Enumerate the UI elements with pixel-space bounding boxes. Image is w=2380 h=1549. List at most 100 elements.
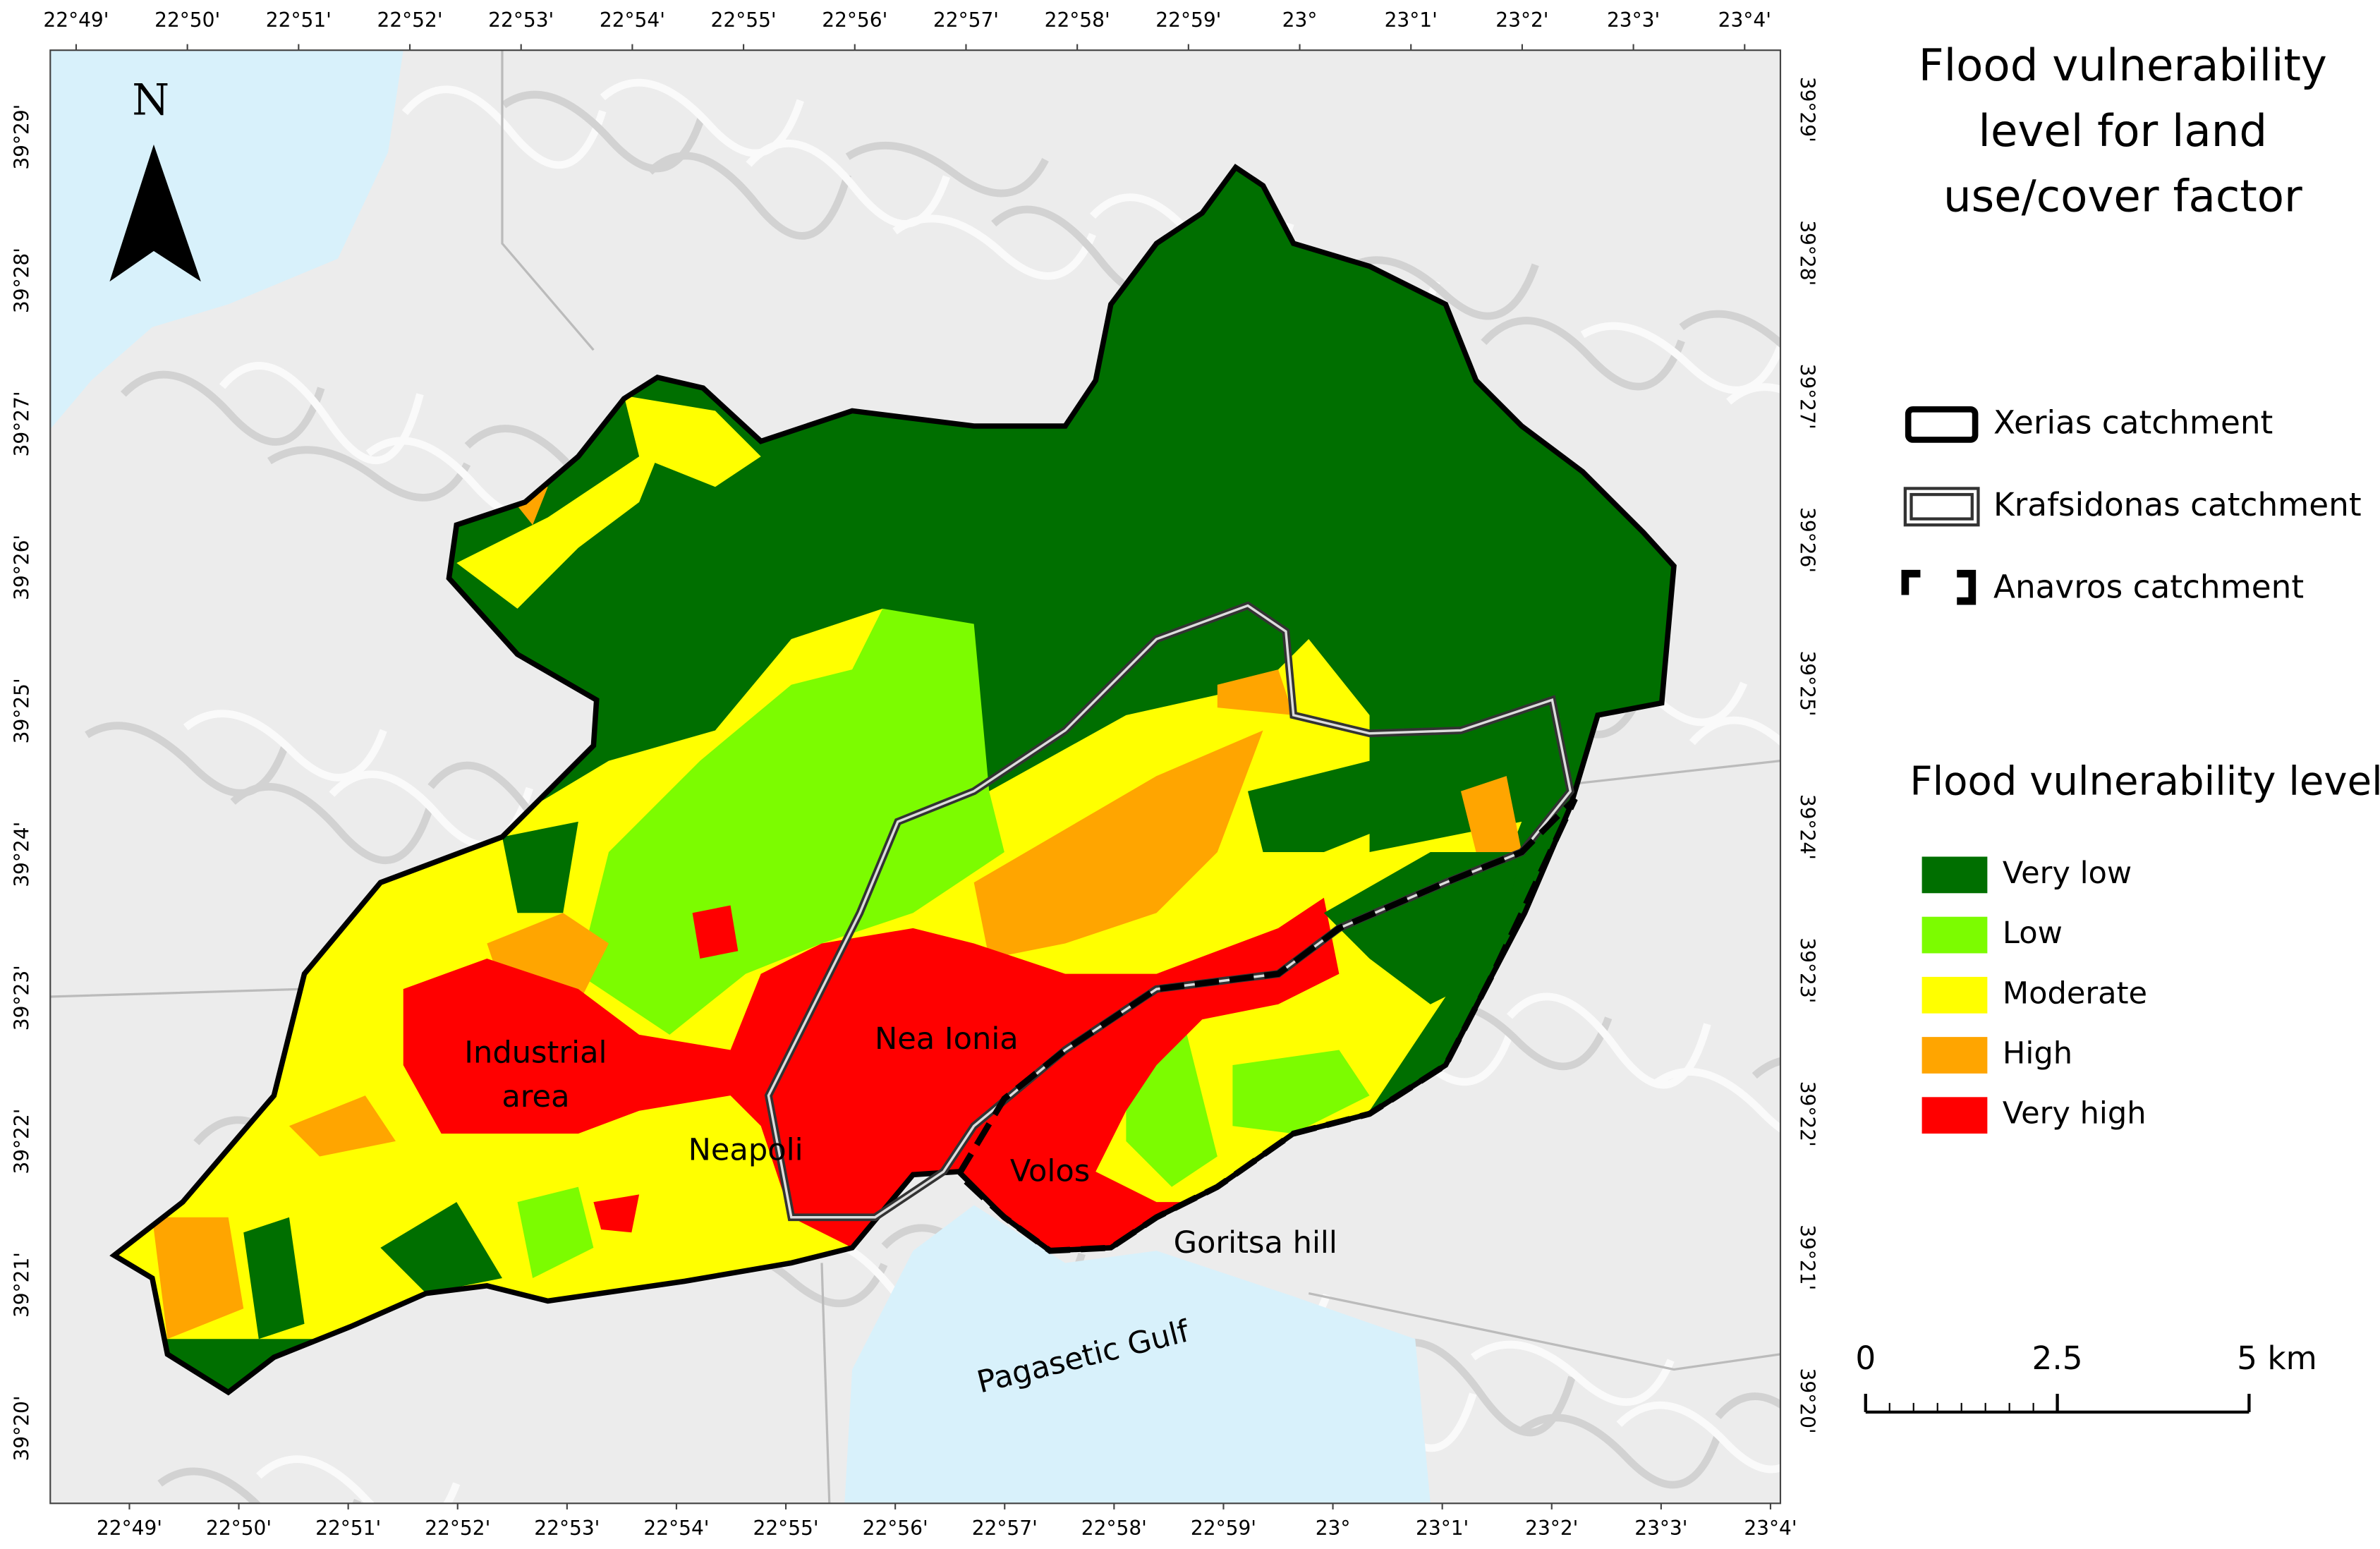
title-line: use/cover factor: [1943, 171, 2302, 222]
hill-ridge: [600, 78, 804, 157]
legend-swatch: [1921, 1037, 1988, 1074]
land-use-patch: [973, 730, 1263, 959]
hill-ridge: [219, 362, 424, 464]
longitude-label-bottom: 22°52': [425, 1517, 490, 1540]
longitude-label-top: 23°1': [1385, 8, 1438, 32]
xerias-symbol: [1905, 406, 1979, 443]
longitude-label-bottom: 22°58': [1081, 1517, 1147, 1540]
hill-ridge: [120, 370, 325, 446]
legend-swatch: [1921, 916, 1988, 954]
longitude-label-top: 22°57': [933, 8, 999, 32]
longitude-label-bottom: 22°50': [206, 1517, 272, 1540]
longitude-label-top: 22°56': [822, 8, 887, 32]
hill-ridge: [1616, 1401, 1780, 1474]
scale-label: 2.5: [2032, 1340, 2083, 1377]
longitude-label-top: 22°50': [154, 8, 220, 32]
title-line: Flood vulnerability: [1919, 40, 2327, 91]
anavros-symbol: [1901, 569, 1977, 605]
legend-label: Low: [2003, 916, 2063, 951]
place-label: Volos: [1010, 1154, 1090, 1189]
legend-swatch: [1921, 856, 1988, 894]
land-use-patch: [1460, 776, 1522, 853]
longitude-label-top: 23°2': [1495, 8, 1548, 32]
longitude-label-top: 23°4': [1718, 8, 1771, 32]
land-use-patch: [624, 395, 761, 487]
longitude-label-bottom: 23°1': [1416, 1517, 1469, 1540]
legend-label: Moderate: [2003, 976, 2147, 1011]
longitude-label-top: 22°54': [600, 8, 665, 32]
hill-ridge: [1481, 317, 1685, 391]
longitude-label-bottom: 23°4': [1744, 1517, 1797, 1540]
place-label: Industrial: [464, 1035, 607, 1070]
hill-ridge: [1679, 310, 1780, 348]
hill-ridge: [1580, 322, 1780, 394]
longitude-label-top: 22°51': [266, 8, 332, 32]
map-labels: N Industrial area Nea Ionia Neapoli Volos Gori…: [109, 75, 1337, 1400]
hill-ridge: [256, 1455, 461, 1504]
legend-title: Flood vulnerability level: [1910, 759, 2380, 805]
scale-label: 5 km: [2237, 1340, 2317, 1377]
land-use-patch: [1247, 760, 1400, 853]
latitude-label-right: 39°22': [1796, 1081, 1819, 1147]
latitude-label-right: 39°29': [1796, 77, 1819, 142]
land-use-patch: [517, 1186, 594, 1279]
latitude-label-right: 39°20': [1796, 1368, 1819, 1434]
legend-label: High: [2003, 1035, 2072, 1071]
hill-ridge: [1506, 992, 1711, 1089]
graticule-ticks: 22°49' 22°49' 22°50' 22°50' 22°51' 22°51' 22°5…: [10, 8, 1819, 1540]
longitude-label-top: 22°58': [1045, 8, 1110, 32]
north-arrow: [109, 144, 201, 282]
latitude-label-left: 39°26': [10, 535, 33, 600]
longitude-label-bottom: 22°59': [1191, 1517, 1256, 1540]
pagasetic-gulf: [844, 1205, 1431, 1504]
legend-label: Very high: [2003, 1096, 2147, 1131]
longitude-label-top: 23°: [1282, 8, 1318, 32]
longitude-label-bottom: 22°54': [643, 1517, 709, 1540]
hill-ridge: [267, 446, 471, 502]
land-use-patch: [593, 1194, 640, 1233]
latitude-label-right: 39°27': [1796, 364, 1819, 430]
legend-swatch: [1921, 1097, 1988, 1134]
hill-ridge: [1335, 256, 1539, 320]
place-label: area: [502, 1079, 569, 1114]
hill-ridge: [85, 722, 289, 797]
land-use-patch: [578, 608, 1004, 1035]
hill-ridge: [502, 90, 705, 173]
anavros-boundary: [954, 796, 1578, 1254]
title-line: level for land: [1979, 105, 2268, 157]
longitude-label-bottom: 23°: [1316, 1517, 1351, 1540]
longitude-label-bottom: 22°56': [863, 1517, 928, 1540]
land-use-patch: [1232, 1050, 1370, 1134]
land-use-patch: [403, 897, 1340, 1263]
latitude-label-left: 39°24': [10, 822, 33, 887]
place-label: Nea Ionia: [875, 1021, 1019, 1057]
krafsidonas-boundary-inner: [767, 604, 1572, 1219]
hill-ridge: [1689, 716, 1780, 746]
longitude-label-top: 23°3': [1607, 8, 1660, 32]
latitude-label-left: 39°21': [10, 1252, 33, 1318]
longitude-label-top: 22°53': [488, 8, 554, 32]
legend: Flood vulnerability level for land use/cov…: [1855, 40, 2380, 1414]
land-use-patch: [152, 1217, 244, 1340]
latitude-label-right: 39°26': [1796, 507, 1819, 573]
road-lines: [50, 50, 1780, 1504]
longitude-label-bottom: 22°55': [753, 1517, 819, 1540]
latitude-label-left: 39°23': [10, 965, 33, 1031]
latitude-label-right: 39°24': [1796, 794, 1819, 860]
hill-ridge: [157, 1467, 362, 1504]
land-use-patch: [289, 1095, 396, 1157]
longitude-label-top: 22°52': [377, 8, 442, 32]
catchment-label: Anavros catchment: [1993, 568, 2304, 605]
longitude-label-bottom: 23°3': [1634, 1517, 1687, 1540]
longitude-label-bottom: 22°57': [972, 1517, 1038, 1540]
catchment-label: Xerias catchment: [1993, 403, 2273, 441]
legend-swatch: [1921, 976, 1988, 1014]
longitude-label-top: 22°59': [1155, 8, 1221, 32]
krafsidonas-symbol: [1903, 487, 1980, 527]
place-label: Goritsa hill: [1174, 1225, 1337, 1261]
latitude-label-right: 39°25': [1796, 650, 1819, 716]
latitude-label-left: 39°20': [10, 1395, 33, 1461]
land-use-patch: [243, 1217, 305, 1340]
